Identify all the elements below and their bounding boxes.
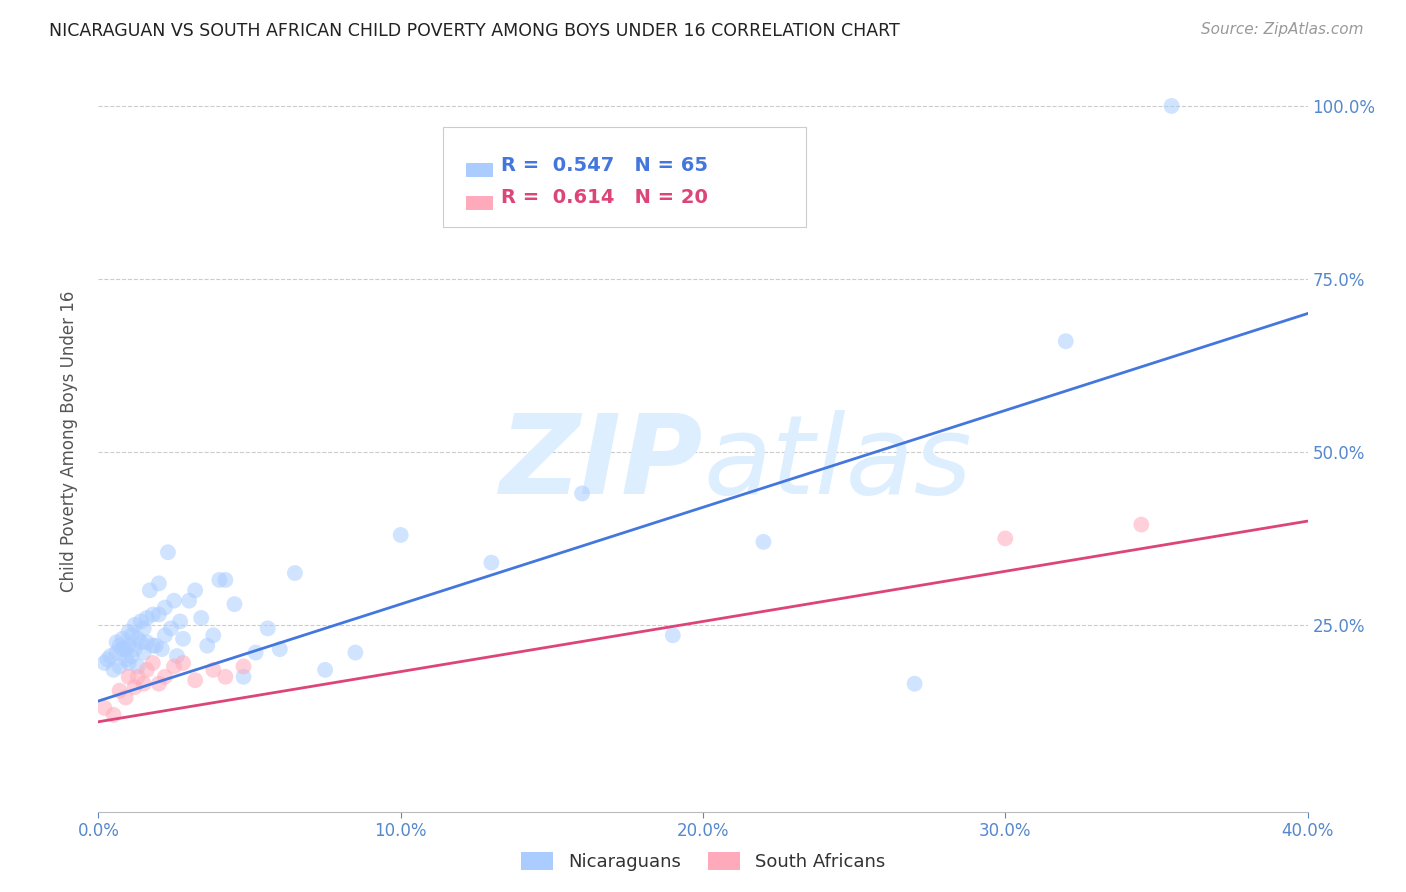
Point <box>114 642 136 657</box>
Point <box>661 628 683 642</box>
Point <box>160 621 183 635</box>
Point <box>118 656 141 670</box>
Point <box>129 635 152 649</box>
Point <box>163 593 186 607</box>
Point <box>1054 334 1077 349</box>
Point <box>142 639 165 653</box>
Point <box>127 632 149 646</box>
Point <box>148 576 170 591</box>
Point <box>121 648 143 663</box>
Point <box>314 663 336 677</box>
Point <box>344 646 367 660</box>
Point <box>148 676 170 690</box>
Point <box>184 583 207 598</box>
Point <box>150 642 173 657</box>
FancyBboxPatch shape <box>443 127 806 227</box>
Point <box>118 639 141 653</box>
Point <box>169 615 191 629</box>
Text: R =  0.614   N = 20: R = 0.614 N = 20 <box>501 187 709 207</box>
Legend: Nicaraguans, South Africans: Nicaraguans, South Africans <box>513 845 893 879</box>
Text: Source: ZipAtlas.com: Source: ZipAtlas.com <box>1201 22 1364 37</box>
Point <box>184 673 207 688</box>
Point <box>108 639 131 653</box>
Point <box>135 663 157 677</box>
Point <box>214 573 236 587</box>
Point <box>481 556 503 570</box>
Point <box>153 670 176 684</box>
Point <box>100 648 122 663</box>
Point <box>132 621 155 635</box>
Point <box>195 639 218 653</box>
Text: R =  0.547   N = 65: R = 0.547 N = 65 <box>501 156 709 175</box>
Point <box>389 528 412 542</box>
Point <box>132 646 155 660</box>
Point <box>202 663 225 677</box>
Point <box>142 607 165 622</box>
Point <box>105 635 128 649</box>
Point <box>214 670 236 684</box>
Point <box>1160 99 1182 113</box>
Point <box>571 486 593 500</box>
Point <box>121 628 143 642</box>
Point <box>142 656 165 670</box>
Point <box>153 600 176 615</box>
Point <box>114 652 136 666</box>
Point <box>166 648 188 663</box>
Y-axis label: Child Poverty Among Boys Under 16: Child Poverty Among Boys Under 16 <box>59 291 77 592</box>
FancyBboxPatch shape <box>465 196 492 210</box>
Point <box>114 690 136 705</box>
Point <box>93 701 115 715</box>
Point <box>256 621 278 635</box>
Point <box>156 545 179 559</box>
Point <box>132 676 155 690</box>
Point <box>139 583 162 598</box>
Point <box>284 566 307 580</box>
Point <box>124 618 146 632</box>
Point <box>232 670 254 684</box>
Point <box>127 670 149 684</box>
Text: ZIP: ZIP <box>499 410 703 517</box>
Point <box>269 642 291 657</box>
Point <box>108 659 131 673</box>
Point <box>127 659 149 673</box>
Point <box>108 683 131 698</box>
Point <box>129 615 152 629</box>
Point <box>145 639 167 653</box>
Point <box>994 532 1017 546</box>
Point <box>103 663 125 677</box>
Point <box>118 670 141 684</box>
Point <box>190 611 212 625</box>
Point <box>148 607 170 622</box>
Point <box>208 573 231 587</box>
Point <box>904 676 927 690</box>
Point <box>135 635 157 649</box>
Point <box>118 624 141 639</box>
Point <box>179 593 201 607</box>
FancyBboxPatch shape <box>465 163 492 178</box>
Point <box>111 632 134 646</box>
Point <box>105 646 128 660</box>
Point <box>172 656 194 670</box>
Point <box>232 659 254 673</box>
Text: NICARAGUAN VS SOUTH AFRICAN CHILD POVERTY AMONG BOYS UNDER 16 CORRELATION CHART: NICARAGUAN VS SOUTH AFRICAN CHILD POVERT… <box>49 22 900 40</box>
Point <box>124 642 146 657</box>
Point <box>172 632 194 646</box>
Point <box>135 611 157 625</box>
Point <box>245 646 267 660</box>
Point <box>224 597 246 611</box>
Point <box>111 642 134 657</box>
Point <box>163 659 186 673</box>
Point <box>202 628 225 642</box>
Point <box>96 652 118 666</box>
Text: atlas: atlas <box>703 410 972 517</box>
Point <box>93 656 115 670</box>
Point <box>153 628 176 642</box>
Point <box>1130 517 1153 532</box>
Point <box>752 534 775 549</box>
Point <box>103 707 125 722</box>
Point <box>124 680 146 694</box>
